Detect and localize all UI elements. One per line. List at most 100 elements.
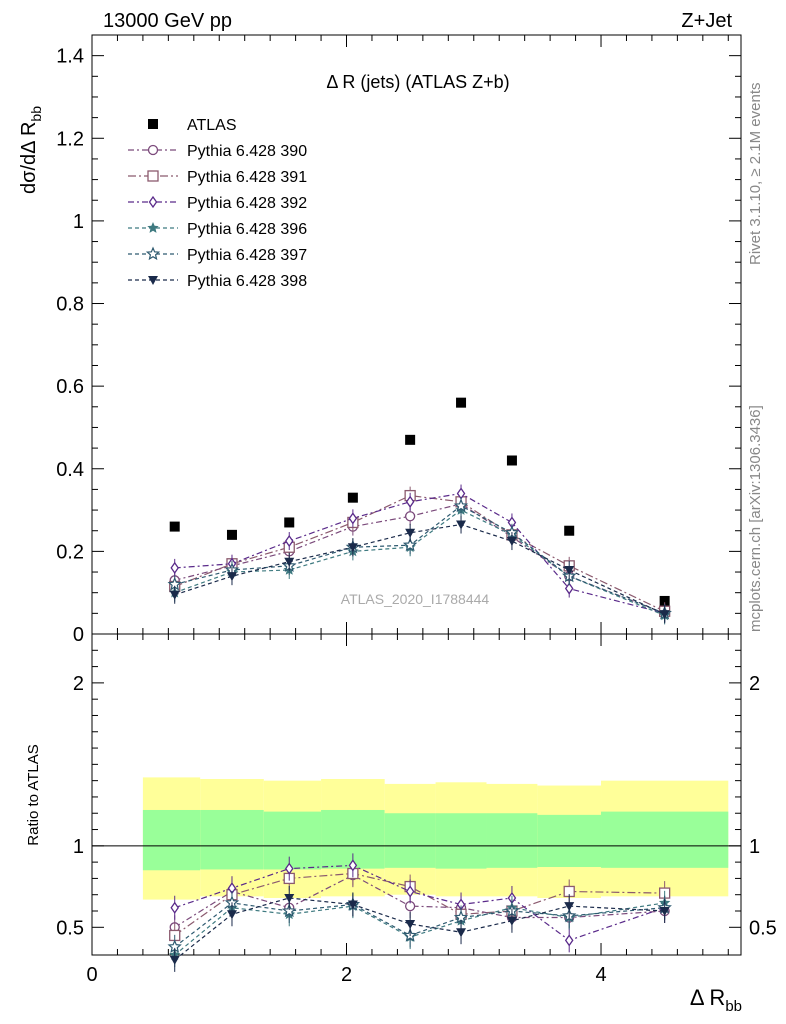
x-label-subscript: bb	[725, 998, 742, 1015]
main-plot: 0 0.2 0.4 0.6 0.8 1 1.2 1.4 Δ R (jets) (ATLAS Z…	[18, 34, 742, 646]
plot-title: Δ R (jets) (ATLAS Z+b)	[326, 72, 509, 92]
data-point	[284, 517, 295, 528]
side-label-bottom: mcplots.cern.ch [arXiv:1306.3436]	[747, 405, 764, 632]
ratio-series-line	[174, 902, 665, 948]
ratio-axes	[91, 633, 742, 956]
data-point	[170, 561, 180, 575]
ratio-y-tick-label-right: 1	[749, 836, 760, 858]
data-point	[347, 492, 358, 503]
data-point	[148, 195, 158, 209]
data-point	[456, 397, 467, 408]
y-tick-label: 0.6	[56, 376, 84, 398]
y-tick-label: 0	[73, 624, 84, 646]
legend-label: Pythia 6.428 392	[187, 195, 307, 212]
data-point	[170, 901, 180, 914]
data-point	[347, 543, 358, 553]
data-point	[659, 595, 670, 606]
data-point	[456, 520, 467, 530]
x-tick-label: 2	[341, 964, 352, 986]
ratio-series	[167, 853, 672, 972]
data-point	[564, 934, 574, 947]
data-point	[506, 455, 517, 466]
data-point	[405, 528, 416, 538]
legend-entry: ATLAS	[148, 117, 237, 134]
data-point	[284, 557, 295, 567]
series-pythia-6-428-398	[169, 515, 670, 624]
x-tick-label: 4	[595, 964, 606, 986]
data-point	[147, 222, 159, 233]
legend-label: Pythia 6.428 398	[187, 273, 307, 290]
data-point	[169, 955, 180, 965]
data-point	[169, 590, 180, 600]
ratio-frame	[91, 633, 742, 956]
legend-label: Pythia 6.428 397	[187, 247, 307, 264]
x-axis-label: Δ Rbb	[690, 985, 742, 1015]
data-point	[347, 900, 358, 910]
ratio-series-line	[174, 902, 665, 956]
data-point	[659, 610, 670, 620]
legend-label: Pythia 6.428 391	[187, 169, 307, 186]
data-point	[348, 859, 358, 872]
ratio-series-pythia-6-428-397	[167, 890, 672, 959]
data-point	[284, 893, 295, 903]
data-point	[405, 885, 415, 898]
data-point	[564, 582, 574, 595]
ratio-plot: 0.5 0.5 1 1 2 2 0 2 4 Ratio to ATLAS Δ Rbb	[25, 633, 777, 1015]
main-ticks: 0 0.2 0.4 0.6 0.8 1 1.2 1.4	[56, 35, 741, 646]
data-point	[147, 144, 159, 156]
data-point	[405, 434, 416, 445]
ratio-y-tick-label: 0.5	[56, 917, 84, 939]
data-point	[169, 521, 180, 532]
data-point	[147, 170, 159, 182]
legend-label: Pythia 6.428 396	[187, 221, 307, 238]
header-left: 13000 GeV pp	[103, 10, 232, 32]
data-point	[564, 565, 575, 575]
ratio-y-tick-label: 2	[73, 673, 84, 695]
ratio-series-pythia-6-428-396	[169, 890, 671, 967]
data-point	[453, 498, 469, 513]
header-right: Z+Jet	[681, 10, 732, 32]
stat-band	[200, 809, 264, 870]
ratio-y-tick-label-right: 2	[749, 673, 760, 695]
stat-band	[263, 811, 322, 870]
ratio-y-axis-label: Ratio to ATLAS	[25, 744, 42, 845]
stat-band	[601, 811, 729, 868]
stat-band	[384, 813, 436, 868]
data-point	[226, 529, 237, 540]
ratio-series-pythia-6-428-398	[169, 885, 670, 972]
legend-entry: Pythia 6.428 392	[128, 195, 307, 212]
stat-band	[435, 813, 487, 869]
stat-band	[142, 809, 201, 871]
y-tick-label: 0.2	[56, 541, 84, 563]
data-point	[659, 907, 670, 917]
y-tick-label: 0.8	[56, 294, 84, 316]
legend-label: ATLAS	[187, 117, 237, 134]
data-point	[506, 537, 517, 547]
data-point	[564, 525, 575, 536]
ratio-uncertainty-bands	[142, 777, 729, 900]
ratio-ticks: 0.5 0.5 1 1 2 2 0 2 4	[56, 634, 777, 986]
y-label-subscript: bb	[28, 106, 44, 122]
y-tick-label: 1	[73, 211, 84, 233]
data-point	[226, 572, 237, 582]
data-point	[226, 910, 237, 920]
legend-entry: Pythia 6.428 398	[128, 273, 307, 290]
data-point	[284, 862, 294, 875]
stat-band	[537, 814, 602, 868]
ratio-series-line	[174, 874, 665, 928]
y-tick-label: 0.4	[56, 459, 84, 481]
legend-entry: Pythia 6.428 396	[128, 221, 307, 238]
legend-entry: Pythia 6.428 397	[128, 246, 307, 264]
ratio-y-tick-label-right: 0.5	[749, 917, 777, 939]
ratio-y-tick-label: 1	[73, 836, 84, 858]
data-point	[402, 537, 418, 552]
stat-band	[486, 813, 538, 868]
main-series	[167, 397, 672, 625]
legend-label: Pythia 6.428 390	[187, 143, 307, 160]
legend: ATLAS Pythia 6.428 390 Pythia 6.428 391 Pyt…	[128, 117, 307, 290]
data-point	[506, 916, 517, 926]
data-point	[148, 119, 158, 129]
ratio-series-line	[174, 897, 665, 961]
data-point	[564, 902, 575, 912]
